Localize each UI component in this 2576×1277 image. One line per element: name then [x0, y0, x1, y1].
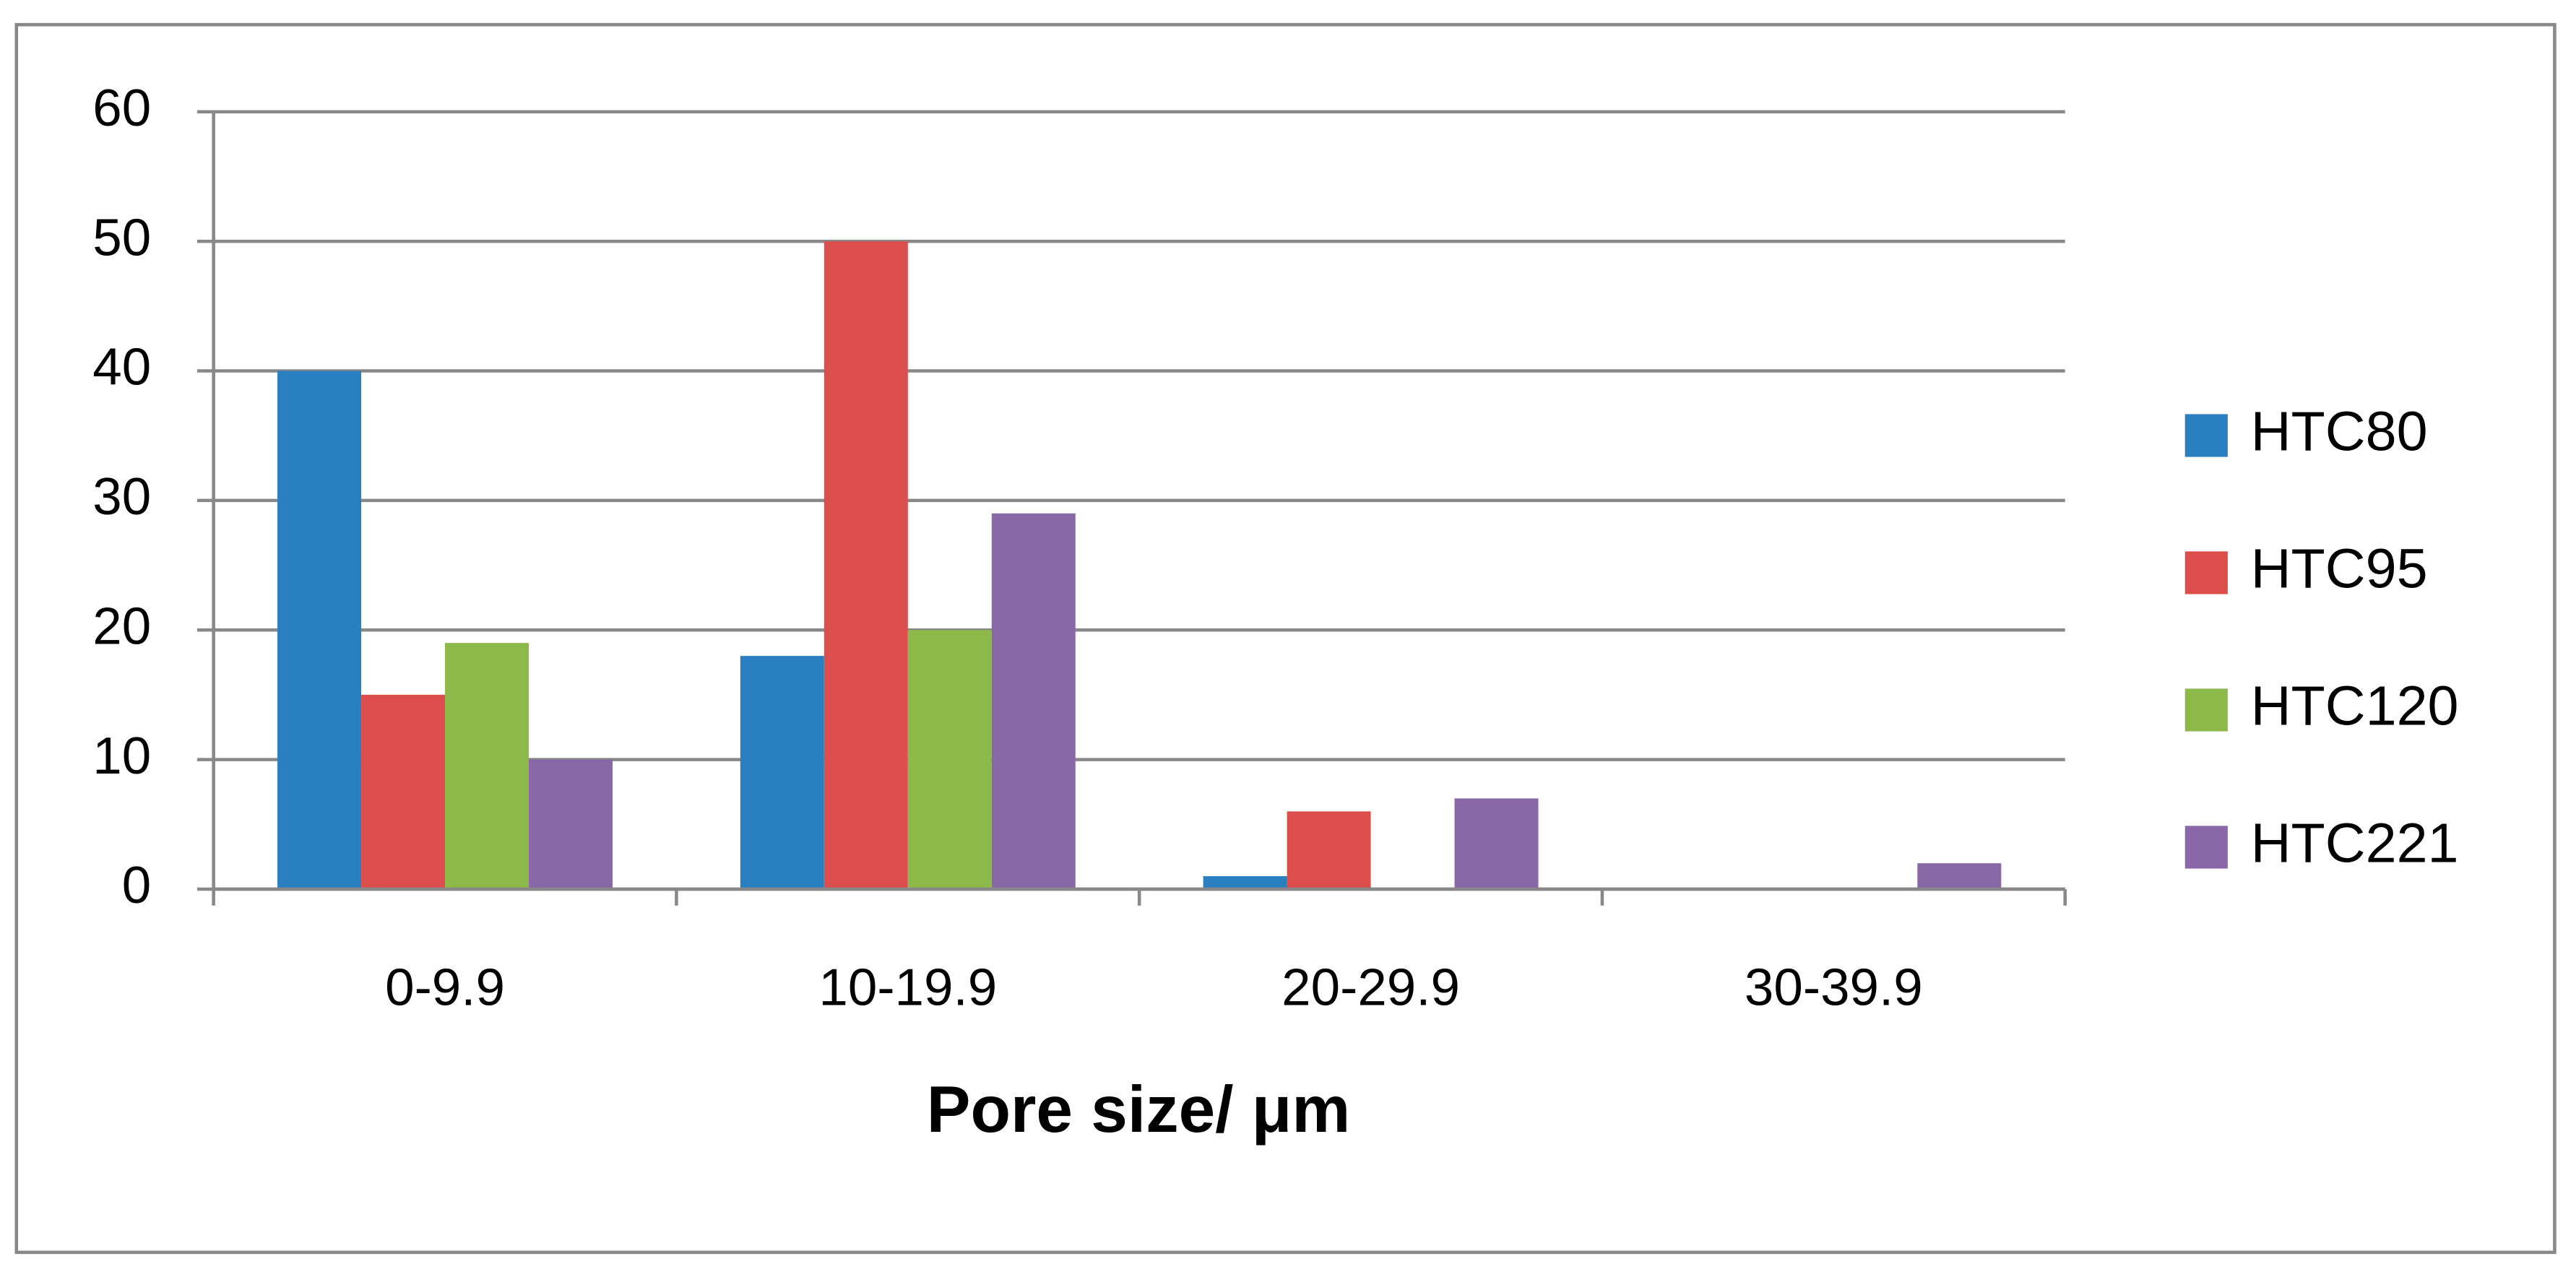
- legend-label: HTC221: [2251, 812, 2459, 874]
- legend-label: HTC120: [2251, 675, 2459, 737]
- bar: [277, 371, 362, 890]
- legend-swatch: [2184, 414, 2228, 457]
- bar: [1287, 811, 1371, 890]
- x-tick-label: 20-29.9: [1281, 958, 1460, 1016]
- legend-swatch: [2184, 688, 2228, 732]
- y-tick-label: 60: [92, 79, 151, 137]
- y-tick-label: 10: [92, 727, 151, 785]
- bar: [824, 241, 908, 890]
- x-axis-label: Pore size/ μm: [927, 1073, 1351, 1146]
- bar: [445, 643, 530, 890]
- legend-swatch: [2184, 551, 2228, 594]
- bar: [740, 656, 824, 890]
- legend-label: HTC80: [2251, 400, 2428, 462]
- y-tick-label: 0: [122, 856, 151, 914]
- chart-border: [14, 22, 2556, 1255]
- y-tick-label: 20: [92, 597, 151, 655]
- y-tick-label: 50: [92, 208, 151, 267]
- bar: [361, 694, 446, 890]
- x-tick-label: 0-9.9: [385, 958, 505, 1016]
- bar: [1454, 798, 1539, 890]
- x-tick-label: 30-39.9: [1745, 958, 1923, 1016]
- bar: [529, 759, 613, 890]
- bar: [991, 513, 1076, 890]
- bar: [907, 630, 992, 890]
- legend-label: HTC95: [2251, 537, 2428, 599]
- legend-swatch: [2184, 826, 2228, 869]
- x-tick-label: 10-19.9: [818, 958, 997, 1016]
- bar: [1917, 863, 2002, 890]
- bar: [1203, 876, 1287, 890]
- y-tick-label: 40: [92, 338, 151, 397]
- y-tick-label: 30: [92, 467, 151, 526]
